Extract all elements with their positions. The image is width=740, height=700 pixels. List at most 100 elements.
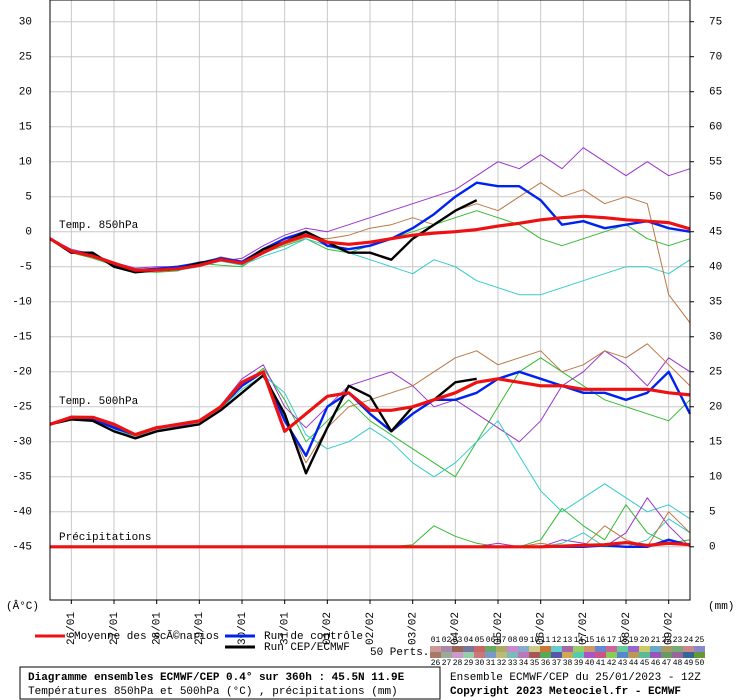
pert-id: 22 — [662, 636, 672, 645]
footer-run: Ensemble ECMWF/CEP du 25/01/2023 - 12Z — [450, 672, 701, 684]
y2-tick-label: 40 — [709, 262, 722, 274]
pert-id: 19 — [629, 636, 639, 645]
pert-swatch — [694, 652, 705, 658]
pert-swatch — [650, 646, 661, 652]
pert-swatch — [661, 652, 672, 658]
x-tick-label: 07/02 — [578, 612, 590, 645]
pert-id: 50 — [695, 659, 705, 668]
panel-label: Temp. 850hPa — [59, 220, 139, 232]
pert-id: 02 — [442, 636, 452, 645]
pert-swatch — [617, 646, 628, 652]
footer-box — [19, 666, 441, 700]
pert-swatch — [474, 646, 485, 652]
pert-id: 35 — [530, 659, 540, 668]
pert-swatch — [474, 652, 485, 658]
pert-id: 09 — [519, 636, 529, 645]
pert-id: 44 — [629, 659, 639, 668]
lines — [49, 147, 692, 549]
pert-swatch — [551, 652, 562, 658]
pert-swatch — [628, 652, 639, 658]
legend-label: Run de contrôle — [264, 631, 363, 643]
pert-id: 07 — [497, 636, 507, 645]
pert-swatch — [639, 646, 650, 652]
legend-label: Run CEP/ECMWF — [264, 642, 350, 654]
pert-swatch — [441, 652, 452, 658]
pert-swatch — [529, 646, 540, 652]
x-tick-label: 02/02 — [365, 612, 377, 645]
pert-swatch — [430, 652, 441, 658]
pert-swatch — [463, 652, 474, 658]
pert-swatch — [606, 646, 617, 652]
pert-swatch — [430, 646, 441, 652]
pert-id: 36 — [541, 659, 551, 668]
series-line — [49, 370, 691, 437]
y-tick-label: -20 — [12, 367, 32, 379]
y2-tick-label: 10 — [709, 472, 722, 484]
pert-swatch — [617, 652, 628, 658]
y2-tick-label: 35 — [709, 297, 722, 309]
y-tick-label: -25 — [12, 402, 32, 414]
panel-label: Temp. 500hPa — [59, 396, 139, 408]
pert-id: 05 — [475, 636, 485, 645]
y-tick-label: 30 — [19, 17, 32, 29]
pert-id: 20 — [640, 636, 650, 645]
pert-id: 11 — [541, 636, 551, 645]
pert-swatch — [573, 646, 584, 652]
pert-swatch — [661, 646, 672, 652]
perturbation-line — [49, 147, 691, 269]
pert-swatch — [507, 646, 518, 652]
pert-id: 23 — [673, 636, 683, 645]
y2-tick-label: 20 — [709, 402, 722, 414]
pert-id: 43 — [618, 659, 628, 668]
pert-id: 03 — [453, 636, 463, 645]
y-tick-label: -30 — [12, 437, 32, 449]
pert-swatch — [639, 652, 650, 658]
y-tick-label: -15 — [12, 332, 32, 344]
footer-copyright: Copyright 2023 Meteociel.fr - ECMWF — [450, 686, 681, 698]
pert-id: 12 — [552, 636, 562, 645]
pert-id: 40 — [585, 659, 595, 668]
y-tick-label: 5 — [25, 192, 32, 204]
x-tick-label: 30/01 — [237, 612, 249, 645]
y2-tick-label: 5 — [709, 507, 716, 519]
pert-id: 46 — [651, 659, 661, 668]
pert-id: 39 — [574, 659, 584, 668]
pert-id: 49 — [684, 659, 694, 668]
pert-swatch — [507, 652, 518, 658]
pert-swatch — [496, 652, 507, 658]
pert-swatch — [463, 646, 474, 652]
y2-tick-label: 65 — [709, 87, 722, 99]
pert-id: 30 — [475, 659, 485, 668]
pert-swatch — [551, 646, 562, 652]
pert-id: 31 — [486, 659, 496, 668]
y-tick-label: 25 — [19, 52, 32, 64]
pert-id: 34 — [519, 659, 529, 668]
pert-id: 24 — [684, 636, 694, 645]
footer-subtitle: Températures 850hPa et 500hPa (°C) , pré… — [28, 686, 398, 698]
y-unit: (Â°C) — [6, 599, 39, 613]
y2-tick-label: 0 — [709, 542, 716, 554]
pert-id: 25 — [695, 636, 705, 645]
pert-swatch — [529, 652, 540, 658]
pert-swatch — [496, 646, 507, 652]
x-tick-label: 09/02 — [664, 612, 676, 645]
pert-swatch — [628, 646, 639, 652]
pert-id: 47 — [662, 659, 672, 668]
pert-swatch — [672, 646, 683, 652]
pert-swatch — [694, 646, 705, 652]
pert-id: 27 — [442, 659, 452, 668]
pert-id: 37 — [552, 659, 562, 668]
y-tick-label: -40 — [12, 507, 32, 519]
pert-swatch — [562, 652, 573, 658]
pert-id: 13 — [563, 636, 573, 645]
x-tick-label: 04/02 — [450, 612, 462, 645]
y-tick-label: 20 — [19, 87, 32, 99]
pert-swatch — [672, 652, 683, 658]
pert-swatch — [540, 646, 551, 652]
perts-label: 50 Perts. — [370, 647, 429, 659]
pert-id: 04 — [464, 636, 474, 645]
x-tick-label: 29/01 — [194, 612, 206, 645]
pert-swatch — [683, 652, 694, 658]
x-tick-label: 27/01 — [109, 612, 121, 645]
